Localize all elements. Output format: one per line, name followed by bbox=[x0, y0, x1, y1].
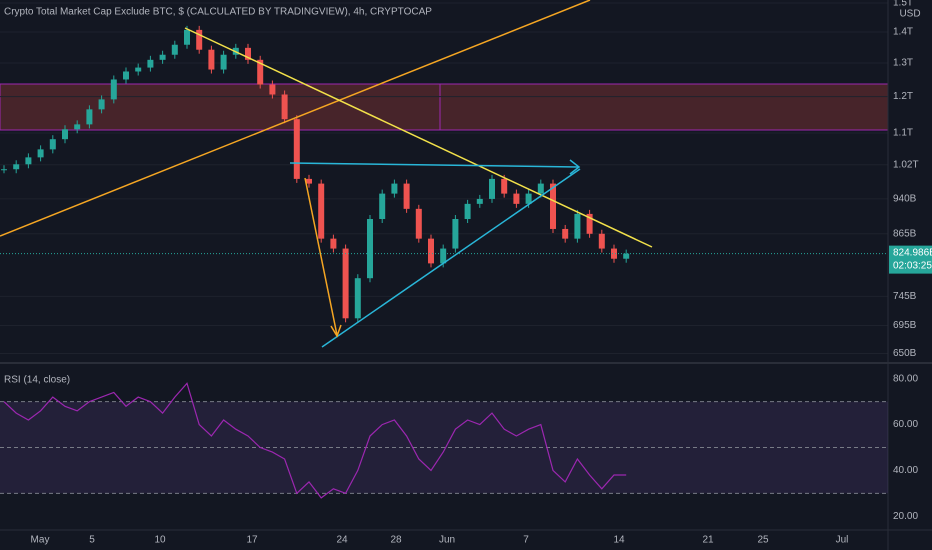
candle bbox=[86, 109, 93, 125]
candle bbox=[123, 71, 129, 80]
candle bbox=[13, 164, 20, 170]
candle bbox=[598, 233, 605, 249]
candle bbox=[623, 253, 630, 259]
candle bbox=[257, 59, 264, 85]
candle bbox=[342, 248, 349, 319]
candle bbox=[1, 169, 7, 171]
time-label: Jun bbox=[439, 535, 455, 546]
candle bbox=[513, 193, 520, 204]
candle bbox=[220, 54, 227, 70]
countdown: 02:03:25 bbox=[893, 260, 932, 271]
candle bbox=[196, 29, 203, 50]
price-tick-label: 940B bbox=[893, 194, 917, 205]
candle bbox=[611, 248, 617, 259]
candle bbox=[415, 208, 422, 239]
candle bbox=[98, 99, 105, 110]
candle bbox=[428, 238, 434, 264]
time-label: 28 bbox=[390, 535, 402, 546]
rsi-title: RSI (14, close) bbox=[4, 375, 70, 386]
price-tick-label: 1.1T bbox=[893, 128, 913, 139]
candle bbox=[403, 183, 410, 209]
candle bbox=[586, 213, 593, 234]
time-label: 17 bbox=[246, 535, 258, 546]
candle bbox=[110, 79, 117, 100]
candle bbox=[62, 129, 68, 140]
candle bbox=[537, 183, 544, 194]
candle bbox=[245, 47, 251, 60]
time-label: 24 bbox=[336, 535, 348, 546]
price-tick-label: 1.3T bbox=[893, 58, 913, 69]
time-label: Jul bbox=[836, 535, 849, 546]
price-tick-label: 650B bbox=[893, 348, 917, 359]
candle bbox=[147, 59, 154, 68]
rsi-line bbox=[3, 382, 627, 499]
currency[interactable]: USD bbox=[899, 9, 920, 20]
candle bbox=[562, 228, 569, 239]
candle bbox=[391, 183, 398, 194]
arrow-head bbox=[330, 324, 342, 338]
time-label: 14 bbox=[613, 535, 625, 546]
arrow-head bbox=[569, 159, 581, 175]
time-label: 21 bbox=[702, 535, 714, 546]
trendline-orange bbox=[0, 0, 591, 237]
candle bbox=[159, 54, 166, 60]
rsi-tick-label: 60.00 bbox=[893, 419, 918, 430]
price-tick-label: 1.02T bbox=[893, 159, 919, 170]
candle bbox=[281, 94, 288, 120]
time-label: 10 bbox=[154, 535, 166, 546]
price-tick-label: 745B bbox=[893, 291, 917, 302]
candle bbox=[367, 219, 373, 279]
candle bbox=[525, 193, 532, 204]
time-label: 7 bbox=[523, 535, 529, 546]
resistance-zone bbox=[0, 83, 889, 131]
chart-title: Crypto Total Market Cap Exclude BTC, $ (… bbox=[4, 7, 432, 18]
arrow-orange bbox=[304, 177, 338, 336]
candle bbox=[306, 178, 312, 184]
candle bbox=[171, 44, 178, 55]
candle bbox=[208, 49, 215, 70]
time-label: 5 bbox=[89, 535, 95, 546]
rsi-tick-label: 80.00 bbox=[893, 373, 918, 384]
candle bbox=[501, 178, 508, 194]
candle bbox=[464, 203, 471, 220]
price-tick-label: 1.2T bbox=[893, 91, 913, 102]
candle bbox=[74, 124, 81, 130]
price-tick-label: 1.5T bbox=[893, 0, 913, 9]
candle bbox=[476, 198, 483, 204]
rsi-tick-label: 20.00 bbox=[893, 511, 918, 522]
rsi-tick-label: 40.00 bbox=[893, 465, 918, 476]
candle bbox=[440, 248, 447, 264]
time-label: 25 bbox=[757, 535, 769, 546]
candle bbox=[489, 178, 495, 199]
time-label: May bbox=[31, 535, 50, 546]
candle bbox=[318, 183, 325, 239]
candle bbox=[379, 193, 386, 220]
candle bbox=[330, 238, 337, 249]
candle bbox=[37, 149, 44, 158]
candle bbox=[550, 183, 556, 229]
candle bbox=[25, 157, 32, 165]
price-tick-label: 865B bbox=[893, 228, 917, 239]
candles bbox=[0, 2, 888, 355]
candle bbox=[184, 29, 190, 45]
candle bbox=[269, 84, 276, 95]
candle bbox=[354, 278, 361, 319]
candle bbox=[135, 67, 142, 72]
trendline-cyan-top bbox=[289, 162, 579, 168]
price-tick-label: 1.4T bbox=[893, 27, 913, 38]
candle bbox=[49, 139, 56, 150]
candle bbox=[574, 213, 581, 239]
last-price-label: 824.986B bbox=[893, 247, 932, 258]
candle bbox=[293, 119, 300, 179]
trendline-cyan-bottom bbox=[321, 168, 581, 348]
last-price-box bbox=[889, 245, 932, 274]
trendline-yellow bbox=[184, 27, 653, 248]
candle bbox=[452, 219, 459, 249]
price-tick-label: 695B bbox=[893, 320, 917, 331]
